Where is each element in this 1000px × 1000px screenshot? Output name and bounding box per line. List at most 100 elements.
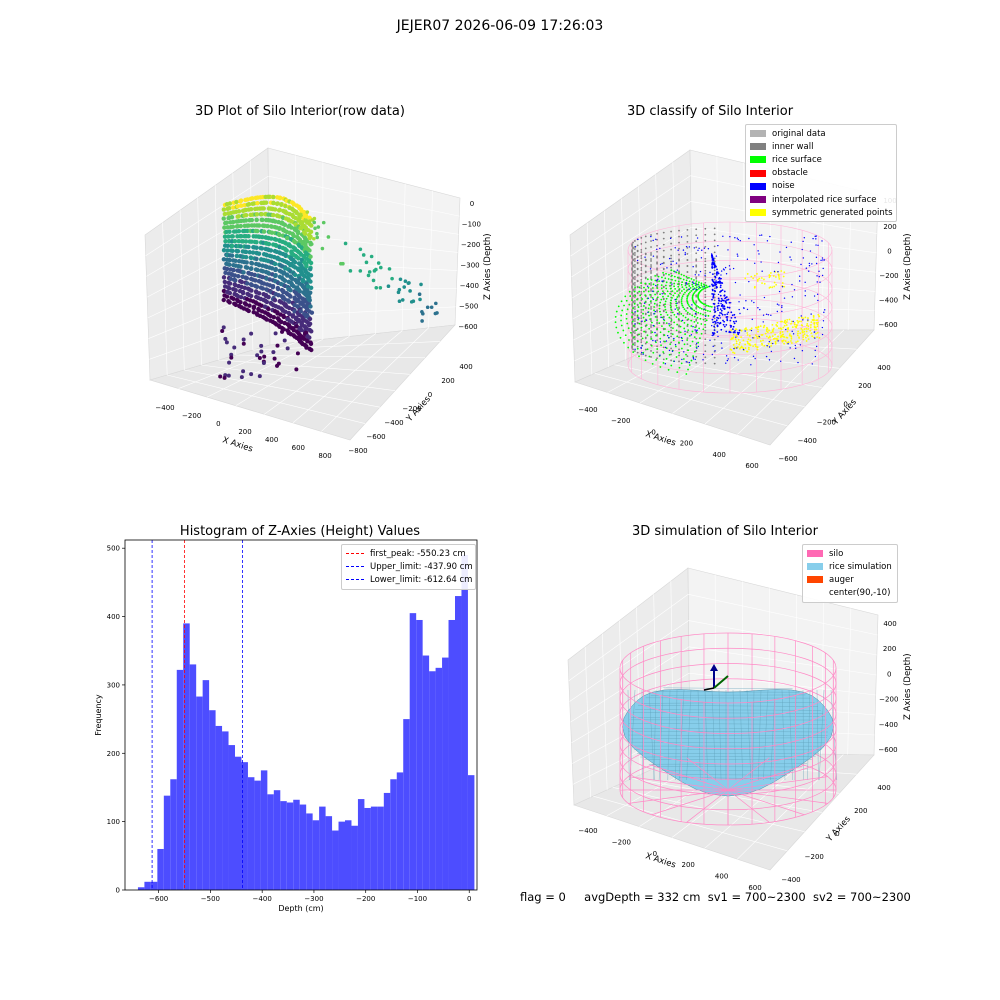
raw-point (254, 245, 259, 250)
raw-point (260, 234, 265, 240)
raw-point (233, 258, 238, 263)
legend-label: silo (829, 548, 844, 559)
status-line: flag = 0 avgDepth = 332 cm sv1 = 700~230… (520, 890, 911, 904)
legend-entry: rice simulation (807, 560, 893, 573)
raw-point (238, 244, 243, 249)
raw-point (266, 294, 271, 300)
raw-point (230, 243, 235, 249)
raw-point (270, 284, 276, 290)
raw-point (244, 276, 250, 281)
raw-point (250, 250, 256, 255)
raw-point (238, 223, 243, 229)
raw-point (223, 238, 228, 244)
panel4-legend: silo rice simulation auger center(90,-10) (802, 544, 898, 603)
status-sv1: sv1 = 700~2300 (707, 890, 806, 904)
raw-point (239, 203, 244, 208)
raw-point (230, 234, 235, 239)
raw-point (277, 195, 283, 201)
status-avg-depth: avgDepth = 332 cm (584, 890, 701, 904)
raw-point (227, 229, 232, 234)
raw-point (271, 200, 276, 206)
raw-point (276, 292, 281, 298)
raw-point (247, 250, 252, 255)
raw-point (232, 273, 238, 278)
raw-point (244, 281, 250, 286)
raw-point (246, 234, 251, 239)
raw-point (273, 207, 278, 212)
raw-point (224, 266, 230, 272)
raw-point (222, 225, 227, 230)
raw-point (251, 305, 257, 311)
raw-point (244, 265, 250, 270)
legend-swatch (807, 590, 823, 597)
raw-point (269, 236, 274, 241)
raw-point (246, 244, 251, 250)
raw-point (294, 299, 299, 304)
raw-point (243, 239, 249, 244)
raw-point (252, 272, 257, 278)
raw-point (241, 270, 246, 275)
raw-point (282, 278, 288, 283)
raw-point (261, 229, 267, 234)
raw-point (256, 223, 262, 228)
raw-point (268, 248, 274, 253)
raw-point (296, 256, 301, 261)
raw-point (269, 230, 275, 235)
raw-point (254, 284, 260, 289)
raw-point (243, 255, 249, 260)
raw-point (279, 319, 284, 325)
panel4-ylabel: Y Axies (824, 814, 853, 845)
raw-point (277, 232, 282, 238)
panel1-title: 3D Plot of Silo Interior(row data) (195, 104, 405, 119)
raw-point (294, 324, 300, 329)
raw-point (222, 211, 228, 217)
panel4-xtick: 400 (715, 873, 728, 881)
raw-point (248, 293, 254, 299)
raw-point (229, 253, 235, 258)
raw-point (271, 314, 277, 320)
status-sv2: sv2 = 700~2300 (812, 890, 911, 904)
raw-point (221, 207, 227, 212)
legend-swatch (807, 563, 823, 571)
raw-point (224, 294, 230, 299)
raw-point (224, 220, 229, 225)
raw-point (287, 311, 292, 317)
raw-point (231, 267, 236, 273)
raw-point (249, 217, 255, 223)
panel4-ytick: 200 (854, 807, 867, 815)
panel4-ztick: −600 (878, 746, 897, 754)
raw-point (225, 225, 230, 230)
raw-point (227, 262, 232, 267)
raw-point (274, 201, 280, 206)
raw-point (246, 201, 252, 207)
raw-point (243, 249, 249, 255)
raw-point (281, 271, 286, 276)
panel4-ztick: 400 (883, 620, 896, 628)
raw-point (245, 228, 250, 234)
raw-point (271, 212, 276, 218)
raw-point (225, 248, 230, 253)
raw-point (272, 297, 278, 303)
raw-point (231, 219, 236, 225)
raw-point (230, 224, 236, 229)
raw-point (243, 218, 249, 223)
raw-point (243, 302, 249, 307)
raw-point (234, 199, 239, 205)
raw-point (281, 314, 287, 320)
raw-point (283, 253, 288, 259)
raw-point (245, 197, 250, 202)
legend-label: rice simulation (829, 561, 892, 572)
raw-point (229, 214, 235, 220)
panel4-ztick: −200 (879, 696, 898, 704)
raw-point (291, 233, 297, 239)
panel4-ytick: 400 (877, 784, 890, 792)
raw-point (227, 257, 232, 263)
raw-point (226, 234, 231, 239)
raw-point (227, 201, 233, 206)
legend-swatch (807, 550, 823, 558)
panel4-ztick: 0 (887, 670, 891, 678)
raw-point (265, 223, 270, 229)
raw-point (279, 202, 284, 207)
raw-point (231, 296, 236, 302)
